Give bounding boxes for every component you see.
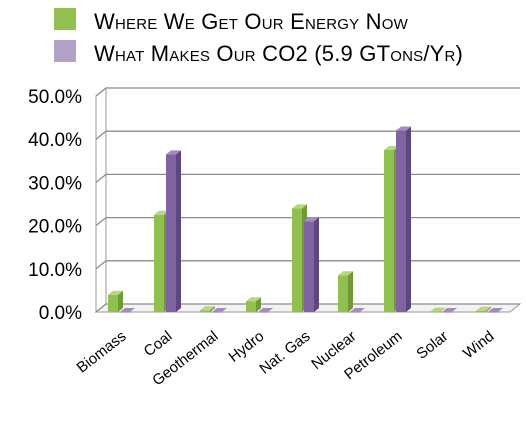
- legend-swatch-energy: [54, 8, 76, 30]
- y-tick-label: 50.0%: [28, 87, 82, 108]
- chart-legend: Where We Get Our Energy Now What Makes O…: [0, 0, 526, 80]
- bar-co2-coal: [166, 150, 181, 312]
- gridline: [95, 130, 520, 140]
- y-tick-label: 20.0%: [28, 217, 82, 238]
- chart-gridlines: [95, 87, 520, 313]
- bar-co2-petroleum: [396, 126, 411, 312]
- y-tick-label: 0.0%: [39, 303, 82, 324]
- x-tick-label: Coal: [141, 328, 176, 360]
- bar-energy-biomass: [108, 290, 123, 312]
- y-tick-label: 40.0%: [28, 130, 82, 151]
- chart-side-wall: [95, 86, 107, 314]
- x-tick-label: Solar: [413, 328, 451, 363]
- bar-energy-nuclear: [338, 271, 353, 312]
- gridline: [95, 260, 520, 270]
- chart-bars: [108, 126, 503, 313]
- bar-co2-wind: [488, 308, 503, 313]
- gridline: [95, 216, 520, 227]
- legend-label-co2: What Makes Our CO2 (5.9 GTons/Yr): [94, 41, 464, 66]
- bar-co2-biomass: [120, 308, 135, 313]
- x-tick-label: Wind: [460, 328, 497, 362]
- y-tick-label: 10.0%: [28, 260, 82, 281]
- y-tick-label: 30.0%: [28, 173, 82, 194]
- x-tick-label: Biomass: [74, 328, 130, 377]
- gridline: [95, 303, 520, 313]
- bar-co2-nat-gas: [304, 217, 319, 312]
- bar-co2-solar: [442, 308, 457, 313]
- bar-energy-solar: [430, 307, 445, 313]
- legend-swatch-co2: [54, 40, 76, 62]
- bar-energy-geothermal: [200, 306, 215, 312]
- x-tick-label: Nat. Gas: [256, 328, 313, 378]
- gridline: [95, 173, 520, 183]
- bar-energy-hydro: [246, 297, 261, 312]
- bar-co2-geothermal: [212, 308, 227, 313]
- y-axis-ticks: 0.0% 10.0% 20.0% 30.0% 40.0% 50.0%: [28, 87, 82, 324]
- bar-co2-nuclear: [350, 308, 365, 313]
- bar-energy-wind: [476, 306, 491, 312]
- bar-co2-hydro: [258, 308, 273, 313]
- gridline: [95, 87, 520, 97]
- legend-label-energy: Where We Get Our Energy Now: [94, 9, 408, 34]
